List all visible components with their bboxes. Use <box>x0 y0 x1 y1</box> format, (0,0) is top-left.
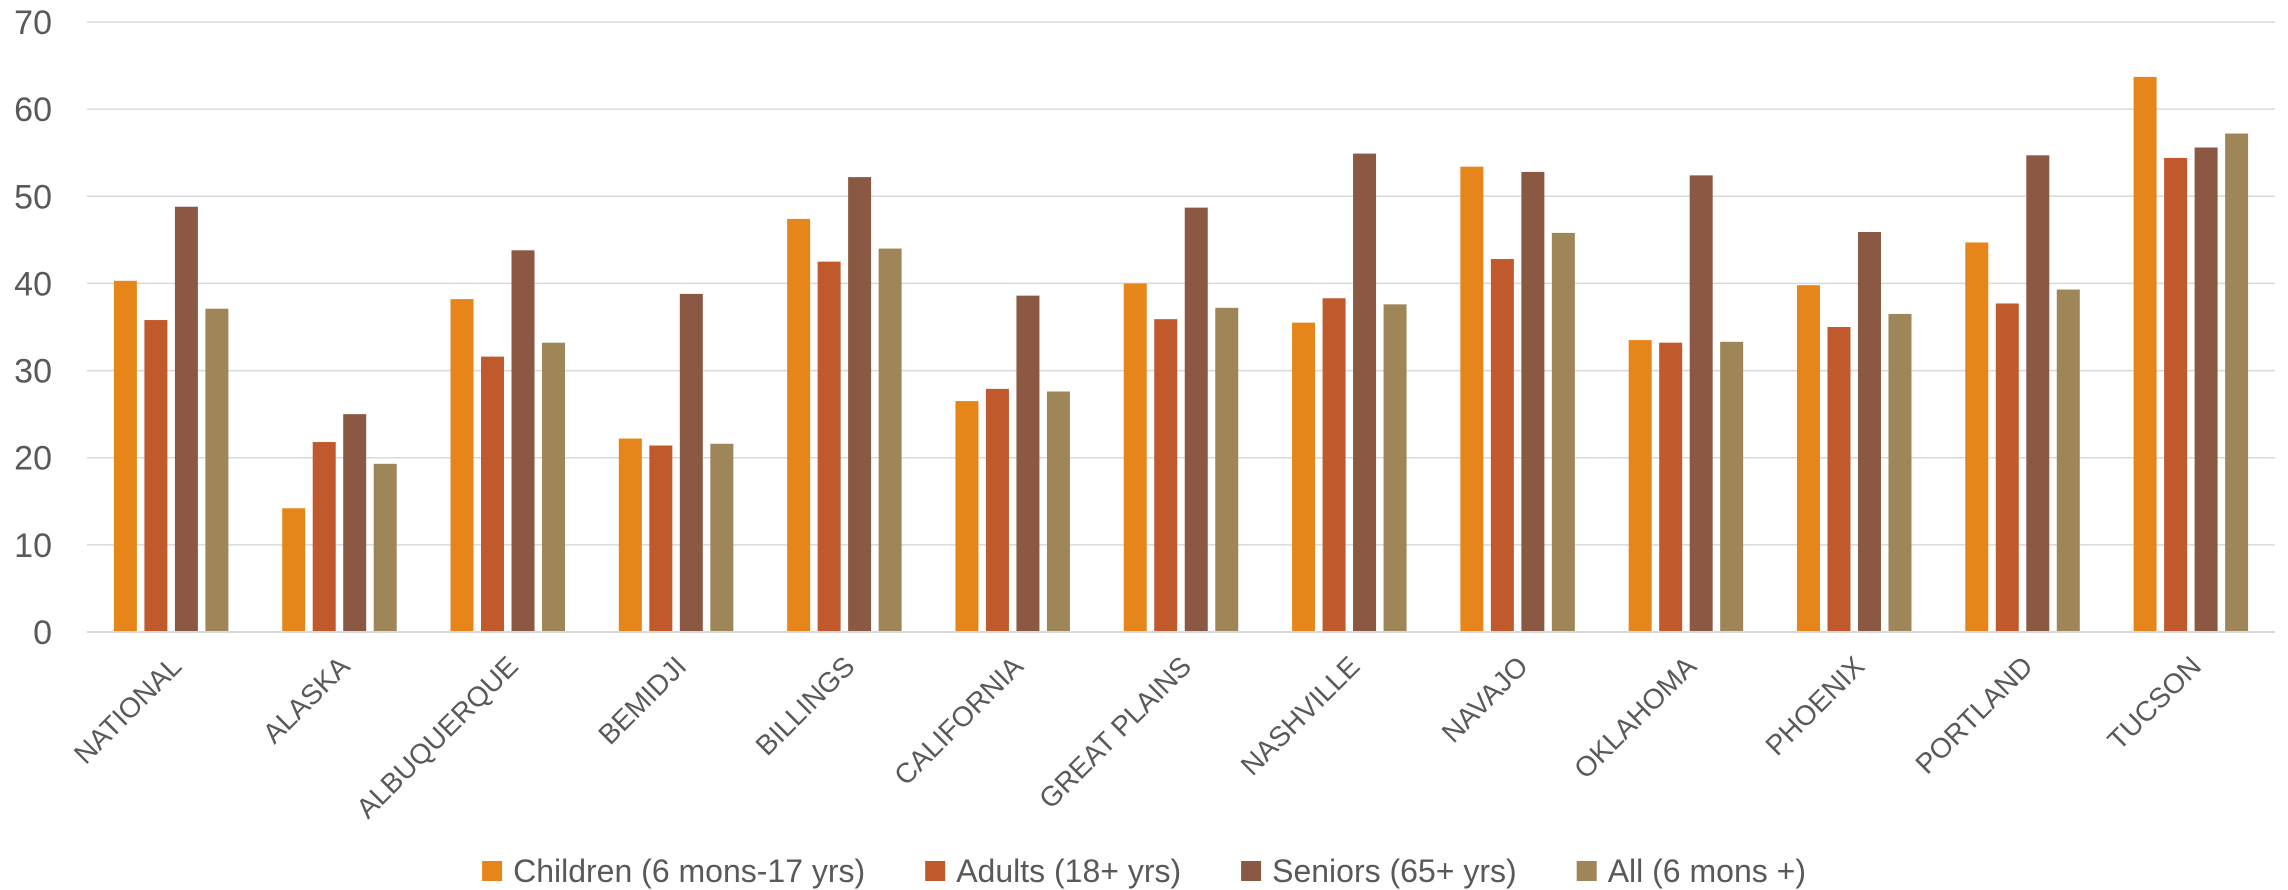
y-tick-label: 10 <box>14 527 52 565</box>
bar-california-series-3 <box>1016 295 1040 632</box>
bar-nashville-series-1 <box>1292 322 1316 632</box>
bar-california-series-4 <box>1046 391 1070 632</box>
bar-oklahoma-series-1 <box>1628 340 1652 632</box>
y-axis-ticks: 0 10 20 30 40 50 60 70 <box>14 4 52 652</box>
legend: Children (6 mons-17 yrs) Adults (18+ yrs)… <box>482 853 1806 889</box>
x-tick-label: NATIONAL <box>68 650 187 769</box>
x-tick-label: NASHVILLE <box>1235 650 1366 781</box>
legend-item: Adults (18+ yrs) <box>925 853 1181 889</box>
bar-california-series-1 <box>955 401 979 632</box>
bar-billings-series-1 <box>787 218 811 632</box>
legend-label: Seniors (65+ yrs) <box>1272 853 1517 889</box>
bar-phoenix-series-1 <box>1796 285 1820 632</box>
bar-phoenix-series-3 <box>1857 232 1881 632</box>
bar-navajo-series-3 <box>1521 171 1545 632</box>
bar-nashville-series-4 <box>1383 304 1407 632</box>
legend-item: All (6 mons +) <box>1576 853 1806 889</box>
bar-billings-series-4 <box>878 248 902 632</box>
legend-label: Children (6 mons-17 yrs) <box>513 853 865 889</box>
bar-phoenix-series-4 <box>1888 313 1912 632</box>
bar-tucson-series-3 <box>2194 147 2218 633</box>
x-tick-label: ALASKA <box>257 650 356 749</box>
bar-alaska-series-2 <box>312 442 336 632</box>
bar-alaska-series-3 <box>343 414 367 632</box>
bar-california-series-2 <box>985 388 1009 632</box>
x-tick-label: OKLAHOMA <box>1568 650 1702 784</box>
bar-portland-series-4 <box>2056 289 2080 632</box>
bar-nashville-series-2 <box>1322 298 1346 632</box>
y-tick-label: 50 <box>14 178 52 216</box>
bar-great-plains-series-1 <box>1123 283 1147 632</box>
bar-portland-series-1 <box>1965 242 1989 632</box>
bar-phoenix-series-2 <box>1827 327 1851 632</box>
bar-bemidji-series-1 <box>618 438 642 632</box>
x-tick-label: CALIFORNIA <box>888 650 1029 791</box>
bar-bemidji-series-4 <box>710 443 734 632</box>
bars <box>113 76 2249 633</box>
legend-label: Adults (18+ yrs) <box>956 853 1181 889</box>
bar-great-plains-series-4 <box>1215 307 1239 632</box>
x-tick-label: BEMIDJI <box>592 650 692 750</box>
bar-national-series-3 <box>174 206 198 633</box>
bar-tucson-series-1 <box>2133 76 2157 632</box>
y-tick-label: 70 <box>14 4 52 42</box>
bar-albuquerque-series-2 <box>481 356 505 632</box>
bar-billings-series-3 <box>848 177 872 633</box>
bar-national-series-1 <box>113 280 137 632</box>
legend-swatch <box>1241 861 1262 881</box>
x-tick-label: PORTLAND <box>1909 650 2038 779</box>
bar-national-series-4 <box>205 308 229 632</box>
legend-swatch <box>925 861 946 881</box>
x-tick-label: BILLINGS <box>750 650 861 761</box>
legend-item: Seniors (65+ yrs) <box>1241 853 1517 889</box>
bar-national-series-2 <box>144 320 168 632</box>
bar-albuquerque-series-3 <box>511 250 535 632</box>
x-tick-label: GREAT PLAINS <box>1033 650 1197 814</box>
legend-item: Children (6 mons-17 yrs) <box>482 853 865 889</box>
legend-label: All (6 mons +) <box>1608 853 1806 889</box>
gridlines <box>87 21 2275 546</box>
bar-albuquerque-series-4 <box>542 342 566 632</box>
bar-billings-series-2 <box>817 261 841 632</box>
bar-great-plains-series-3 <box>1184 207 1208 633</box>
x-tick-label: TUCSON <box>2102 650 2208 756</box>
bar-great-plains-series-2 <box>1154 319 1178 632</box>
bar-albuquerque-series-1 <box>450 299 474 632</box>
bar-bemidji-series-3 <box>679 293 703 632</box>
bar-oklahoma-series-4 <box>1720 341 1744 632</box>
bar-portland-series-2 <box>1995 303 2019 632</box>
y-tick-label: 30 <box>14 353 52 391</box>
x-tick-label: PHOENIX <box>1759 650 1870 761</box>
y-tick-label: 0 <box>33 614 52 652</box>
y-tick-label: 60 <box>14 91 52 129</box>
bar-nashville-series-3 <box>1353 153 1377 632</box>
legend-swatch <box>1576 861 1597 881</box>
y-tick-label: 20 <box>14 440 52 478</box>
legend-swatch <box>482 861 503 881</box>
x-tick-label: ALBUQUERQUE <box>350 650 524 824</box>
bar-navajo-series-1 <box>1460 166 1484 632</box>
bar-bemidji-series-2 <box>649 445 673 632</box>
bar-portland-series-3 <box>2026 155 2050 632</box>
bar-oklahoma-series-2 <box>1659 342 1683 632</box>
bar-alaska-series-1 <box>282 508 306 632</box>
bar-oklahoma-series-3 <box>1689 175 1713 632</box>
bar-tucson-series-2 <box>2164 157 2188 632</box>
y-tick-label: 40 <box>14 265 52 303</box>
bar-navajo-series-2 <box>1490 259 1514 632</box>
bar-alaska-series-4 <box>373 463 397 632</box>
bar-tucson-series-4 <box>2225 133 2249 633</box>
bar-navajo-series-4 <box>1551 232 1575 632</box>
x-tick-label: NAVAJO <box>1436 650 1534 748</box>
